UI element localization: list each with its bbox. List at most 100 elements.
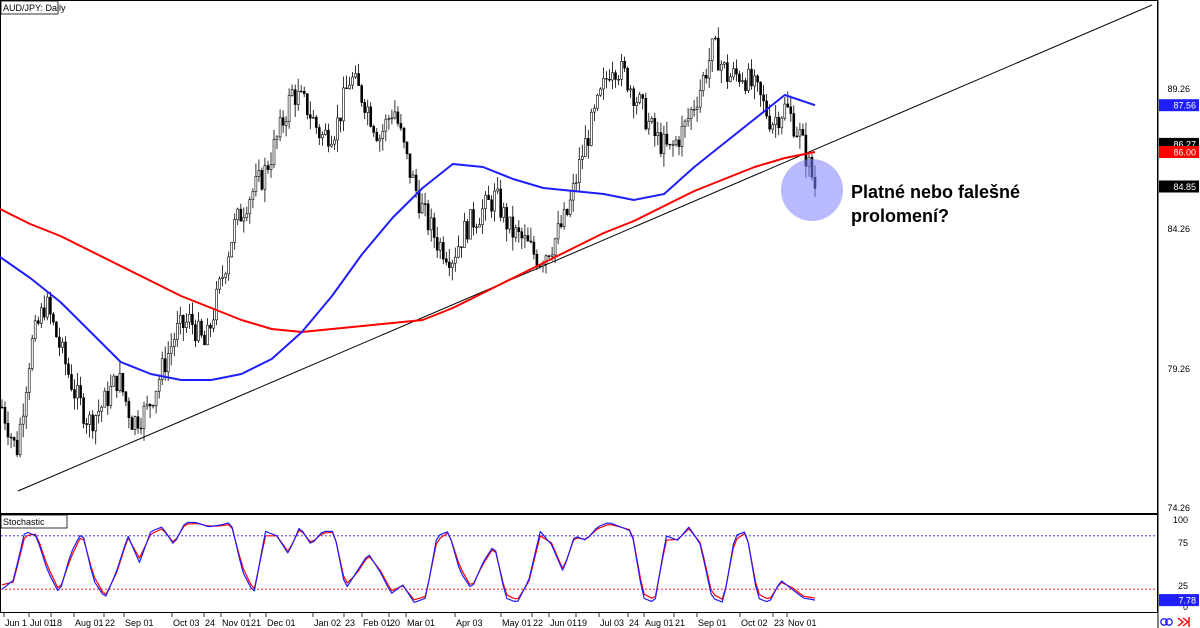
candle-body [771,124,775,130]
candle-body [484,194,487,209]
candle-body [466,221,469,240]
time-tick-label: Jun 1 [5,618,27,628]
candle-body [179,315,182,324]
candle-body [457,246,460,258]
time-tick-label: Oct 03 [173,618,200,628]
candle-body [85,423,88,425]
stochastic-tick: 0 [1183,602,1188,612]
candle-body [469,209,472,240]
time-tick-label: Aug 01 [645,618,674,628]
candle-body [671,144,675,146]
candle-body [735,68,738,75]
candle-body [130,417,134,430]
candle-body [24,392,28,417]
red-ma-line [0,151,816,333]
candle-body [387,118,391,120]
candle-body [656,132,660,137]
stochastic-badge: 7.78 [1159,594,1199,607]
candle-body [783,103,787,119]
trendline [17,4,1153,492]
time-tick-label: 21 [251,618,261,628]
candle-body [290,89,294,96]
candle-body [438,242,442,251]
candle-body [360,85,364,103]
candle-body [194,324,197,342]
candle-body [544,255,548,265]
candle-body [692,109,696,111]
candle-body [478,224,481,228]
candle-body [73,389,76,399]
candle-body [27,368,31,393]
candle-body [744,80,747,91]
candle-body [686,118,690,122]
time-tick-label: Nov 01 [222,618,251,628]
link-icon[interactable] [1160,618,1173,626]
candle-body [716,37,720,71]
candle-body [333,139,336,145]
candle-body [487,194,490,200]
candle-body [517,227,521,232]
candle-body [239,208,243,222]
stochastic-tick: 100 [1173,515,1188,525]
candle-body [608,78,611,81]
candle-body [330,143,333,147]
time-tick-label: 21 [675,618,685,628]
candle-body [713,37,717,40]
candle-body [750,68,753,87]
candle-body [762,94,765,102]
blue-moving-average [0,94,816,381]
candle-body [55,321,58,338]
symbol-title: AUD/JPY: Daily [3,3,66,13]
time-tick-label: Oct 02 [741,618,768,628]
candle-body [396,111,400,124]
price-tick: 74.26 [1167,503,1190,513]
candle-body [420,203,424,214]
scroll-to-end-icon[interactable] [1177,617,1190,627]
stochastic-lines [1,521,816,603]
candle-body [185,321,188,329]
candle-body [142,405,146,429]
candle-body [49,296,52,315]
candle-body [311,116,315,119]
candle-body [209,324,212,329]
candle-body [124,391,128,402]
stochastic-levels [1,535,1157,590]
candle-body [254,176,258,192]
candle-body [447,261,451,268]
candle-body [390,117,394,120]
candle-body [795,135,799,138]
candle-body [393,111,397,119]
candle-body [668,143,672,146]
time-tick-label: Mar 01 [407,618,435,628]
time-tick-label: 19 [577,618,587,628]
candle-body [523,235,527,239]
candle-body [490,199,493,212]
candle-body [269,164,273,170]
candle-body [441,242,445,260]
candle-body [741,80,744,82]
candle-body [109,385,113,406]
time-tick-label: 18 [52,618,62,628]
time-tick-label: 22 [533,618,543,628]
candle-body [188,313,191,323]
candle-body [242,217,246,222]
candle-body [460,246,463,248]
candle-body [18,423,22,456]
candle-body [266,165,270,170]
candle-body [611,72,614,81]
candle-body [553,238,557,256]
candle-body [236,208,239,220]
price-tick: 89.26 [1167,84,1190,94]
candle-body [148,403,152,407]
candle-body [351,76,354,86]
candle-body [354,73,357,78]
candle-body [3,406,7,424]
candle-body [596,94,599,109]
candle-body [206,324,209,346]
trendline-segment [17,4,1153,492]
candle-body [565,209,569,215]
price-badge-label: 84.85 [1173,182,1196,192]
candle-body [759,81,762,96]
candle-body [79,385,82,398]
